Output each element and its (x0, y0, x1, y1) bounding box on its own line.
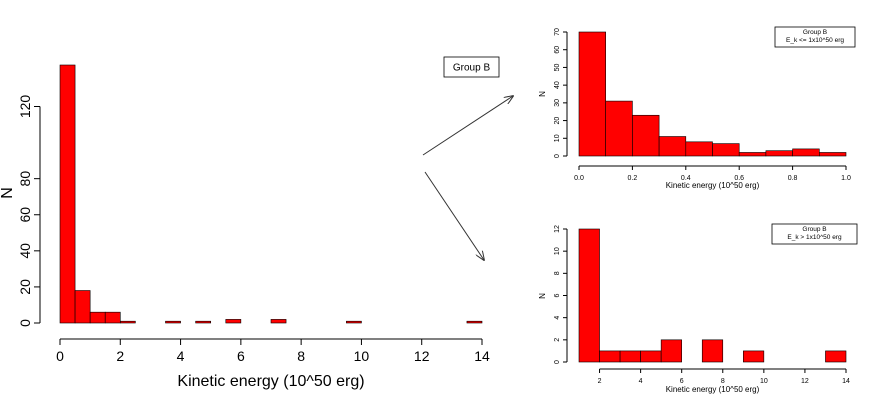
zoom-arrow-upper (422, 96, 513, 156)
histogram-bar (578, 228, 600, 363)
y-axis-label: N (538, 91, 547, 97)
legend-entry: Group B (803, 29, 827, 36)
low-energy-histogram: 0.0 0.2 0.4 0.6 0.8 1.0 0 10 20 30 40 50 60 70 Kinetic… (538, 26, 856, 190)
histogram-bar (658, 136, 687, 157)
histogram-bar (685, 141, 713, 157)
x-tick-label: 0.6 (734, 175, 744, 182)
y-tick-label: 40 (17, 243, 33, 259)
x-tick-label: 0.0 (574, 175, 584, 182)
histogram-bar (466, 320, 483, 324)
main-histogram: 0 2 4 6 8 10 12 14 0 20 40 60 80 120 Kinetic energy (1… (0, 56, 500, 390)
y-tick-label: 30 (554, 99, 561, 107)
legend-entry: Group B (802, 226, 826, 233)
x-tick-label: 0.2 (628, 175, 638, 182)
x-tick-label: 12 (414, 348, 430, 364)
x-tick-label: 4 (639, 378, 643, 385)
x-tick-label: 14 (474, 348, 490, 364)
histogram-bar (712, 143, 740, 157)
histogram-bar (74, 290, 91, 324)
histogram-bar (632, 114, 660, 157)
x-tick-label: 14 (842, 378, 850, 385)
y-tick-label: 60 (554, 46, 561, 54)
x-tick-label: 12 (801, 378, 809, 385)
x-tick-label: 0.4 (681, 175, 691, 182)
legend-entry: Group B (453, 63, 491, 74)
x-tick-label: 8 (297, 348, 305, 364)
x-axis-label: Kinetic energy (10^50 erg) (666, 181, 760, 190)
histogram-bar (701, 339, 724, 363)
y-tick-label: 20 (554, 117, 561, 125)
histogram-bar (119, 320, 136, 324)
legend-box (771, 223, 858, 245)
histogram-bar (59, 64, 76, 324)
y-tick-label: 120 (17, 95, 33, 119)
y-tick-label: 60 (17, 207, 33, 223)
x-tick-label: 1.0 (841, 175, 851, 182)
histogram-bar (225, 319, 242, 324)
x-tick-label: 6 (680, 378, 684, 385)
x-axis-label: Kinetic energy (10^50 erg) (177, 373, 364, 390)
histogram-bar (818, 152, 847, 157)
histogram-bar (743, 350, 765, 363)
legend-box (443, 56, 500, 78)
histogram-bar (165, 320, 181, 324)
x-tick-label: 2 (116, 348, 124, 364)
y-tick-label: 0 (554, 360, 561, 364)
histogram-bar (619, 350, 641, 363)
legend-entry: E_k <= 1x10^50 erg (786, 37, 844, 44)
x-tick-label: 4 (177, 348, 185, 364)
y-tick-label: 10 (554, 247, 561, 255)
histogram-bar (640, 350, 662, 363)
y-axis-label: N (0, 187, 16, 199)
y-tick-label: 70 (554, 28, 561, 36)
x-tick-label: 0 (56, 348, 64, 364)
histogram-bar (599, 350, 621, 363)
histogram-bar (346, 320, 362, 324)
y-tick-label: 10 (554, 134, 561, 142)
x-tick-label: 10 (760, 378, 768, 385)
histogram-bar (605, 100, 633, 157)
y-tick-label: 8 (554, 271, 561, 275)
y-tick-label: 0 (554, 154, 561, 158)
high-energy-histogram: 2 4 6 8 10 12 14 0 2 4 6 8 10 12 Kinetic energy (10^50… (538, 223, 858, 394)
x-tick-label: 0.8 (788, 175, 798, 182)
histogram-bar (270, 319, 287, 324)
y-tick-label: 12 (554, 225, 561, 233)
histogram-bar (578, 31, 607, 157)
y-tick-label: 4 (554, 316, 561, 320)
histogram-bar (825, 350, 847, 363)
y-tick-label: 6 (554, 293, 561, 297)
y-tick-label: 50 (554, 63, 561, 71)
x-tick-label: 8 (721, 378, 725, 385)
zoom-arrow-lower (424, 171, 484, 260)
x-axis-label: Kinetic energy (10^50 erg) (666, 385, 760, 394)
histogram-bar (738, 152, 767, 157)
histogram-bar (660, 339, 682, 363)
histogram-bar (89, 311, 106, 324)
x-tick-label: 2 (598, 378, 602, 385)
y-axis-label: N (538, 293, 547, 299)
legend-box (774, 26, 856, 48)
y-tick-label: 20 (17, 279, 33, 295)
x-tick-label: 6 (237, 348, 245, 364)
histogram-bar (195, 320, 212, 324)
y-tick-label: 40 (554, 81, 561, 89)
x-tick-label: 10 (354, 348, 370, 364)
y-tick-label: 2 (554, 338, 561, 342)
y-tick-label: 0 (17, 319, 33, 327)
histogram-bar (765, 150, 793, 157)
histogram-bar (792, 148, 820, 157)
y-tick-label: 80 (17, 171, 33, 187)
legend-entry: E_k > 1x10^50 erg (787, 234, 842, 241)
histogram-bar (104, 311, 121, 324)
